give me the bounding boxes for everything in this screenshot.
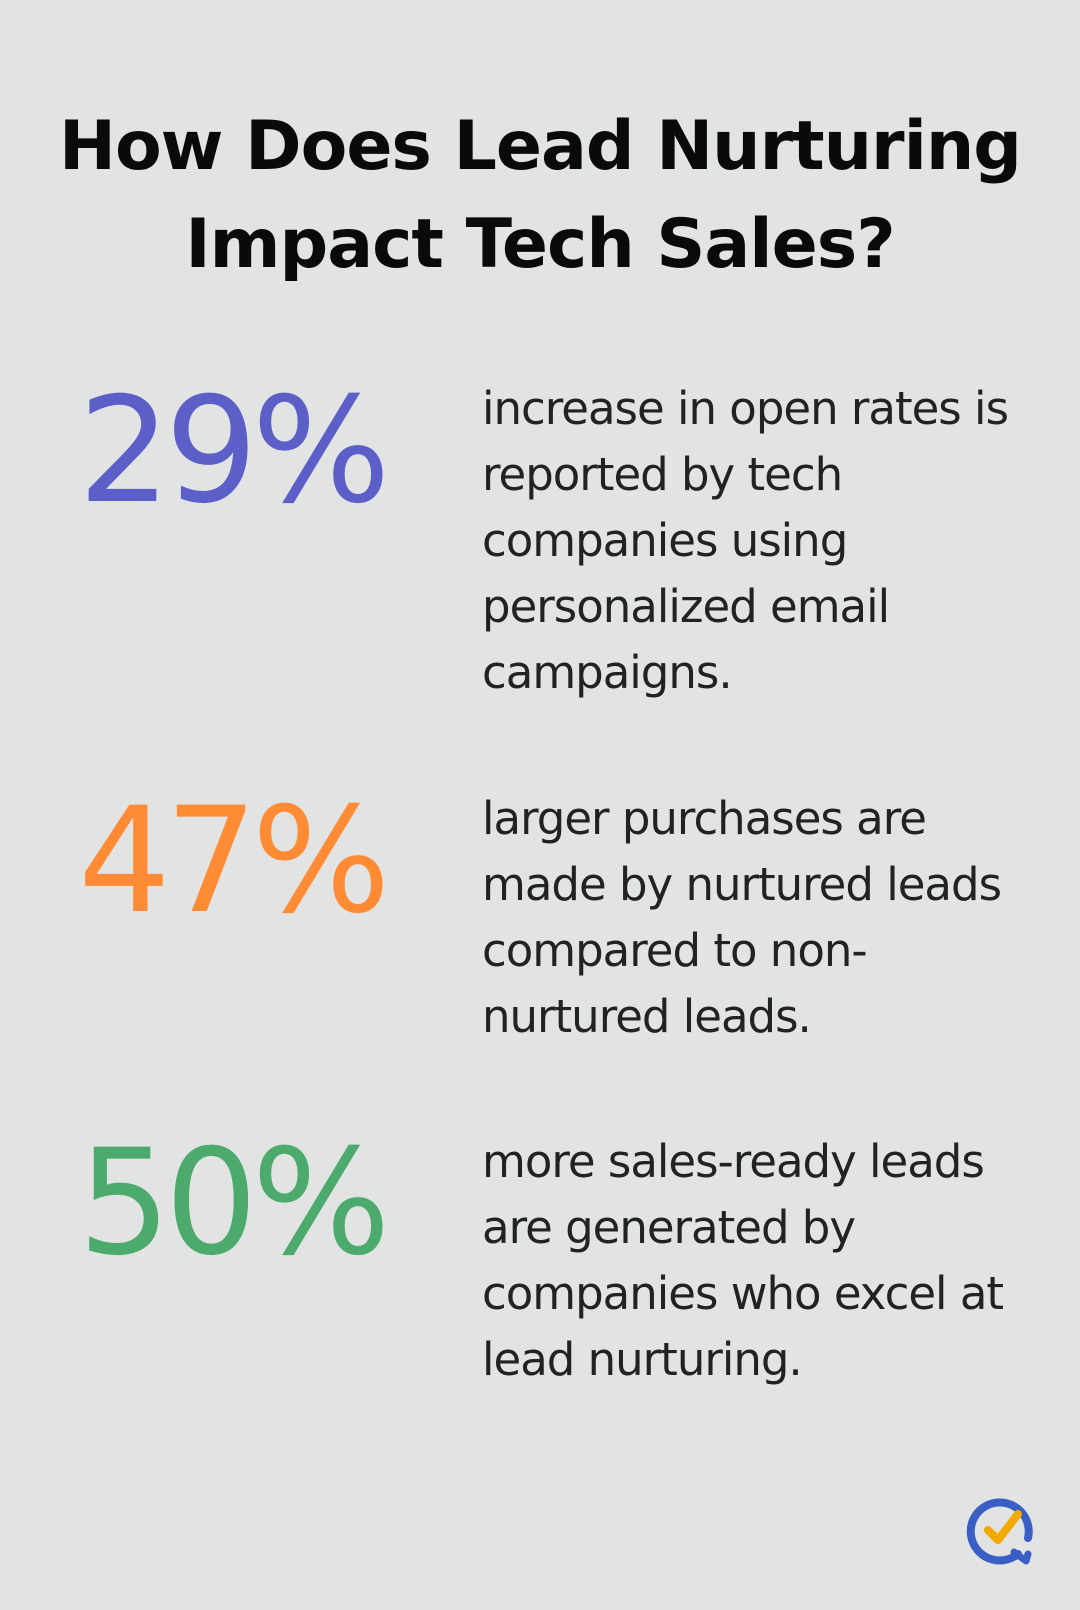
stat-description: larger purchases are made by nurtured le…: [482, 792, 1002, 1043]
stat-description: more sales-ready leads are generated by …: [482, 1135, 1004, 1386]
stat-description: increase in open rates is reported by te…: [482, 382, 1009, 699]
stat-value: 47%: [78, 776, 391, 946]
speech-bubble-checkmark-icon: [966, 1494, 1040, 1568]
stat-value: 50%: [78, 1118, 391, 1288]
stat-value: 29%: [78, 366, 391, 536]
page-title: How Does Lead Nurturing Impact Tech Sale…: [59, 107, 1022, 284]
